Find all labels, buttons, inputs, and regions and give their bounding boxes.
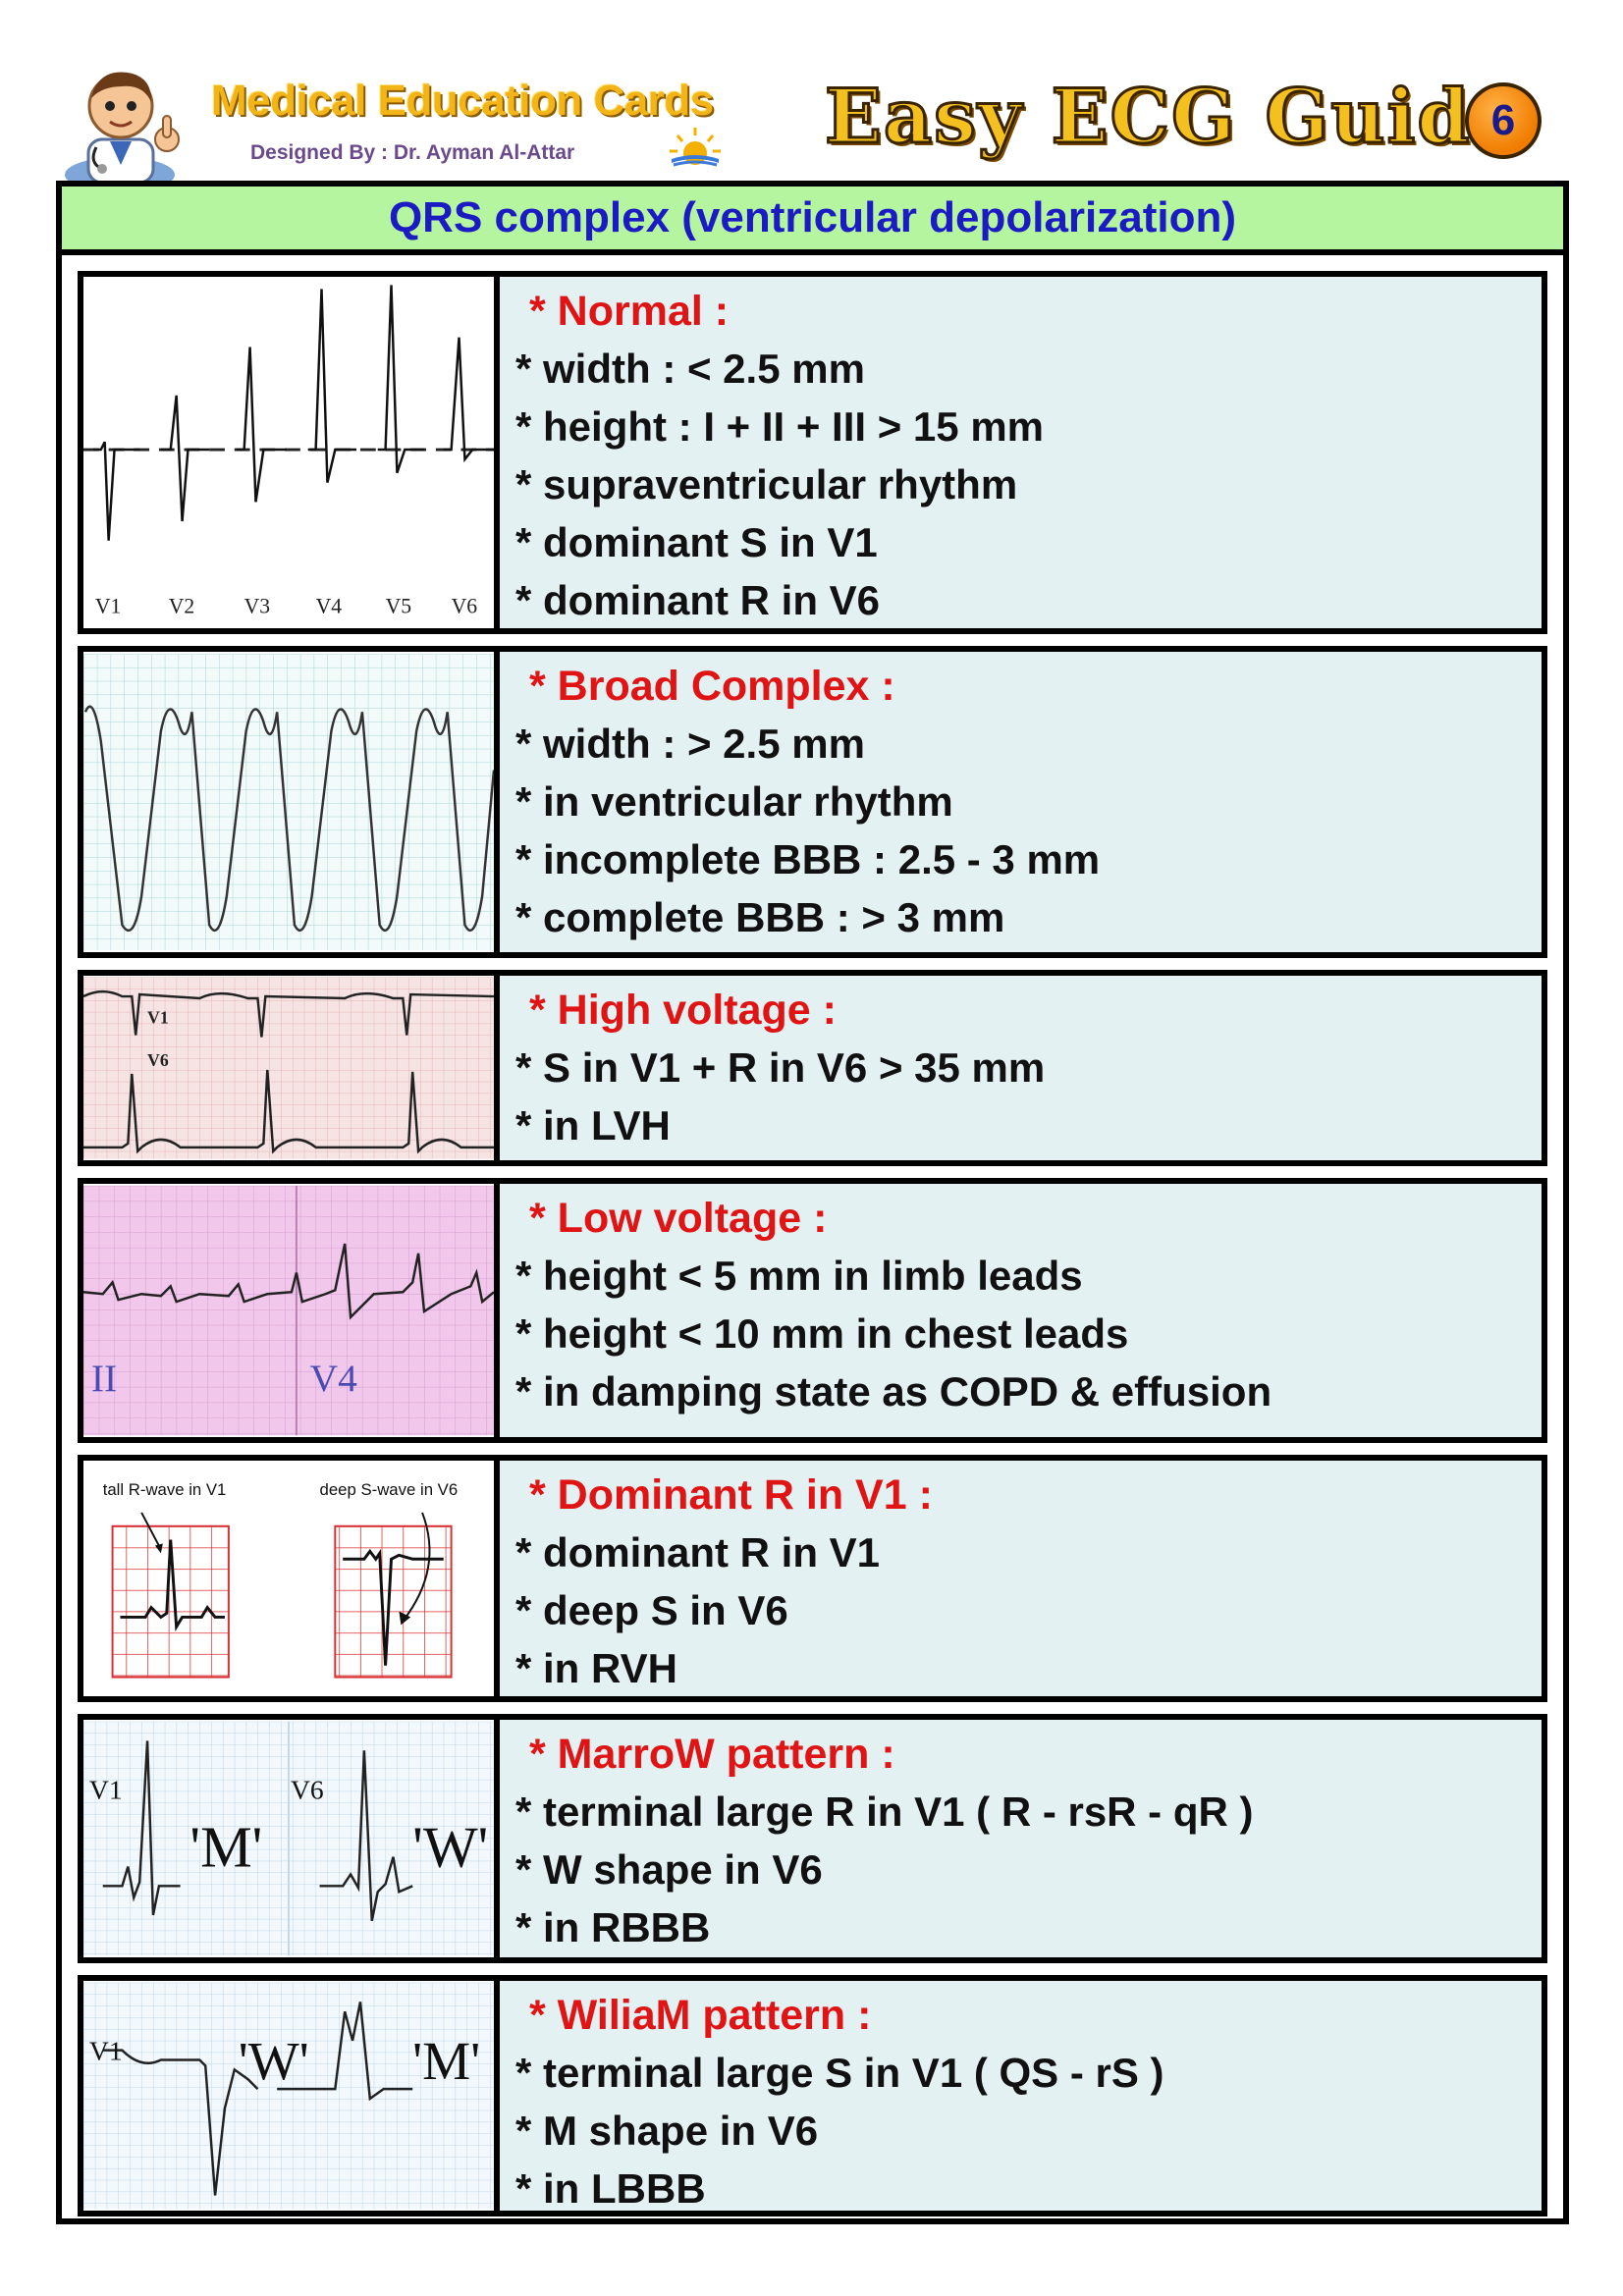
ecg-thumbnail-low-voltage: II V4	[83, 1184, 500, 1437]
sunrise-icon	[668, 124, 723, 169]
lead-label-v4: V4	[310, 1357, 357, 1400]
card-title: * Normal :	[529, 288, 730, 335]
doctor-mascot-logo	[59, 59, 206, 192]
ecg-thumbnail-broad	[83, 652, 500, 952]
card-line: * in LVH	[515, 1102, 671, 1148]
card-line: * complete BBB : > 3 mm	[515, 894, 1005, 940]
shape-label-w: 'W'	[412, 1815, 488, 1880]
card-line: * in LBBB	[515, 2165, 706, 2212]
card-line: * in RBBB	[515, 1904, 711, 1950]
lead-label-v1: V1	[147, 1008, 169, 1028]
card-high-voltage: V1 V6 * High voltage : * S in V1 + R in …	[78, 970, 1547, 1166]
section-title: QRS complex (ventricular depolarization)	[62, 187, 1563, 255]
card-line: * height < 5 mm in limb leads	[515, 1253, 1083, 1299]
card-text-wiliam: * WiliaM pattern : * terminal large S in…	[515, 1987, 1532, 2217]
caption-deep-s-wave: deep S-wave in V6	[320, 1480, 459, 1499]
content-frame: QRS complex (ventricular depolarization)…	[56, 181, 1569, 2224]
lead-label-v1: V1	[89, 2036, 123, 2066]
card-line: * in RVH	[515, 1645, 677, 1691]
card-line: * height : I + II + III > 15 mm	[515, 403, 1045, 450]
card-line: * supraventricular rhythm	[515, 461, 1018, 507]
lead-label-v6: V6	[147, 1050, 169, 1070]
lead-label-v3: V3	[244, 595, 271, 618]
brand-title: Medical Education Cards	[211, 77, 714, 125]
card-title: * WiliaM pattern :	[529, 1992, 872, 2039]
card-line: * in ventricular rhythm	[515, 778, 953, 825]
card-wiliam-pattern: V1 'W' 'M' * WiliaM pattern : * terminal…	[78, 1975, 1547, 2216]
lead-label-v6: V6	[291, 1775, 324, 1805]
card-text-normal: * Normal : * width : < 2.5 mm * height :…	[515, 283, 1532, 629]
card-broad-complex: * Broad Complex : * width : > 2.5 mm * i…	[78, 646, 1547, 958]
card-line: * deep S in V6	[515, 1587, 788, 1633]
ecg-thumbnail-dominant-r: tall R-wave in V1 deep S-wave in V6	[83, 1461, 500, 1696]
card-normal: V1 V2 V3 V4 V5 V6 * Normal : * width : <…	[78, 271, 1547, 634]
card-text-broad: * Broad Complex : * width : > 2.5 mm * i…	[515, 658, 1532, 946]
card-line: * dominant R in V6	[515, 577, 881, 623]
lead-label-v6: V6	[452, 595, 478, 618]
shape-label-w: 'W'	[239, 2031, 309, 2091]
card-line: * width : > 2.5 mm	[515, 721, 865, 767]
card-line: * W shape in V6	[515, 1846, 823, 1893]
card-title: * Low voltage :	[529, 1195, 828, 1242]
ecg-thumbnail-marrow: V1 'M' V6 'W'	[83, 1720, 500, 1957]
lead-label-v4: V4	[316, 595, 343, 618]
card-line: * incomplete BBB : 2.5 - 3 mm	[515, 836, 1101, 882]
caption-tall-r-wave: tall R-wave in V1	[103, 1480, 227, 1499]
card-line: * M shape in V6	[515, 2108, 819, 2154]
page-header: Medical Education Cards Designed By : Dr…	[59, 59, 1571, 192]
card-line: * terminal large S in V1 ( QS - rS )	[515, 2050, 1164, 2096]
ecg-thumbnail-wiliam: V1 'W' 'M'	[83, 1981, 500, 2211]
lead-label-v2: V2	[169, 595, 195, 618]
card-title: * High voltage :	[529, 987, 837, 1034]
card-line: * width : < 2.5 mm	[515, 346, 865, 392]
card-low-voltage: II V4 * Low voltage : * height < 5 mm in…	[78, 1178, 1547, 1443]
ecg-thumbnail-high-voltage: V1 V6	[83, 976, 500, 1160]
card-text-marrow: * MarroW pattern : * terminal large R in…	[515, 1726, 1532, 1956]
designer-credit: Designed By : Dr. Ayman Al-Attar	[250, 141, 575, 164]
card-title: * Dominant R in V1 :	[529, 1471, 933, 1519]
card-line: * S in V1 + R in V6 > 35 mm	[515, 1044, 1046, 1091]
shape-label-m: 'M'	[189, 1815, 262, 1880]
card-line: * height < 10 mm in chest leads	[515, 1310, 1129, 1357]
card-line: * dominant R in V1	[515, 1529, 881, 1575]
guide-title: Easy ECG Guide	[824, 72, 1521, 162]
card-line: * dominant S in V1	[515, 519, 878, 565]
lead-label-v1: V1	[95, 595, 122, 618]
card-title: * Broad Complex :	[529, 663, 895, 710]
card-title: * MarroW pattern :	[529, 1731, 895, 1778]
card-dominant-r-v1: tall R-wave in V1 deep S-wave in V6 * Do…	[78, 1455, 1547, 1702]
lead-label-ii: II	[91, 1357, 117, 1400]
page-number-badge: 6	[1465, 82, 1542, 159]
lead-label-v1: V1	[89, 1775, 123, 1805]
card-text-high-voltage: * High voltage : * S in V1 + R in V6 > 3…	[515, 982, 1532, 1154]
ecg-thumbnail-normal: V1 V2 V3 V4 V5 V6	[83, 277, 500, 628]
lead-label-v5: V5	[386, 595, 412, 618]
card-marrow-pattern: V1 'M' V6 'W' * MarroW pattern : * termi…	[78, 1714, 1547, 1963]
card-line: * in damping state as COPD & effusion	[515, 1368, 1272, 1415]
card-text-low-voltage: * Low voltage : * height < 5 mm in limb …	[515, 1190, 1532, 1420]
card-text-dominant-r: * Dominant R in V1 : * dominant R in V1 …	[515, 1467, 1532, 1697]
card-line: * terminal large R in V1 ( R - rsR - qR …	[515, 1789, 1254, 1835]
shape-label-m: 'M'	[412, 2031, 480, 2091]
